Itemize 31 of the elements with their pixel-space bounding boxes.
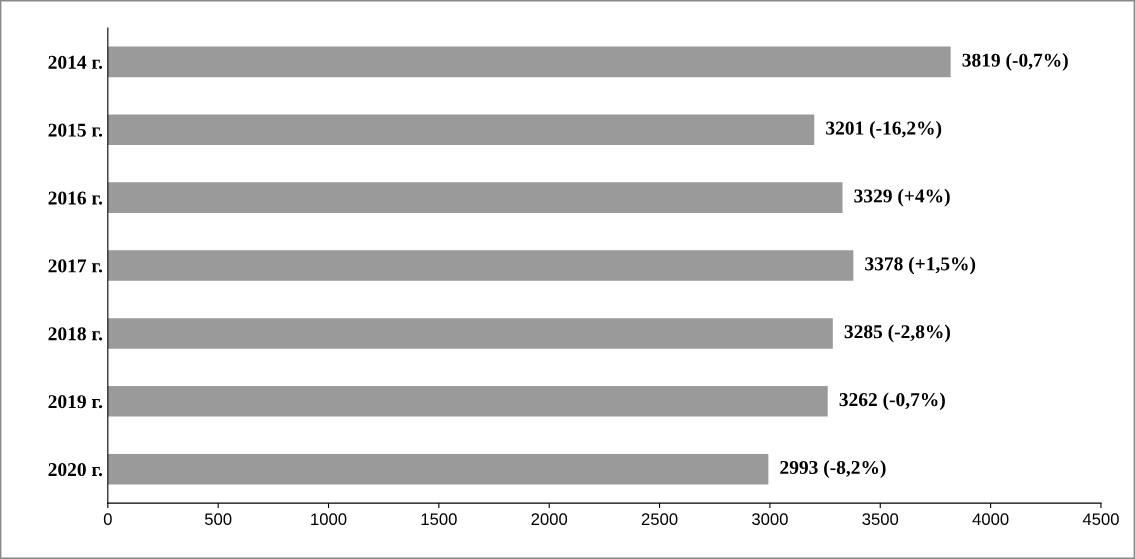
- data-label: 3378 (+1,5%): [865, 256, 976, 275]
- bar: [107, 318, 833, 349]
- x-tick-label: 1500: [421, 513, 457, 526]
- y-tick-label: 2015 г.: [48, 123, 103, 137]
- bar: [107, 46, 951, 78]
- x-tick-label: 0: [103, 513, 112, 526]
- x-tick-label: 2500: [641, 513, 678, 526]
- data-label: 3329 (+4%): [854, 188, 950, 207]
- x-tick-label: 2000: [531, 513, 568, 526]
- data-label: 3285 (-2,8%): [844, 324, 950, 343]
- bar: [107, 453, 769, 485]
- y-tick-label: 2017 г.: [48, 259, 103, 273]
- bar: [107, 182, 843, 213]
- data-label: 2993 (-8,2%): [780, 460, 886, 478]
- data-label: 3819 (-0,7%): [962, 53, 1068, 71]
- bar: [107, 250, 854, 281]
- x-tick-label: 1000: [311, 513, 347, 526]
- x-tick-label: 500: [204, 513, 232, 526]
- data-label: 3262 (-0,7%): [839, 392, 945, 411]
- y-tick-label: 2019 г.: [48, 395, 103, 409]
- y-tick-label: 2020 г.: [48, 462, 103, 477]
- x-tick-label: 4000: [972, 513, 1009, 526]
- y-tick-label: 2014 г.: [48, 55, 103, 69]
- x-tick-label: 3000: [752, 513, 788, 526]
- bar: [107, 114, 815, 146]
- y-tick-label: 2016 г.: [48, 191, 103, 205]
- x-tick-label: 4500: [1082, 513, 1119, 526]
- bar: [107, 386, 828, 417]
- x-tick-label: 3500: [862, 513, 899, 526]
- data-label: 3201 (-16,2%): [826, 120, 942, 139]
- y-tick-label: 2018 г.: [48, 327, 103, 341]
